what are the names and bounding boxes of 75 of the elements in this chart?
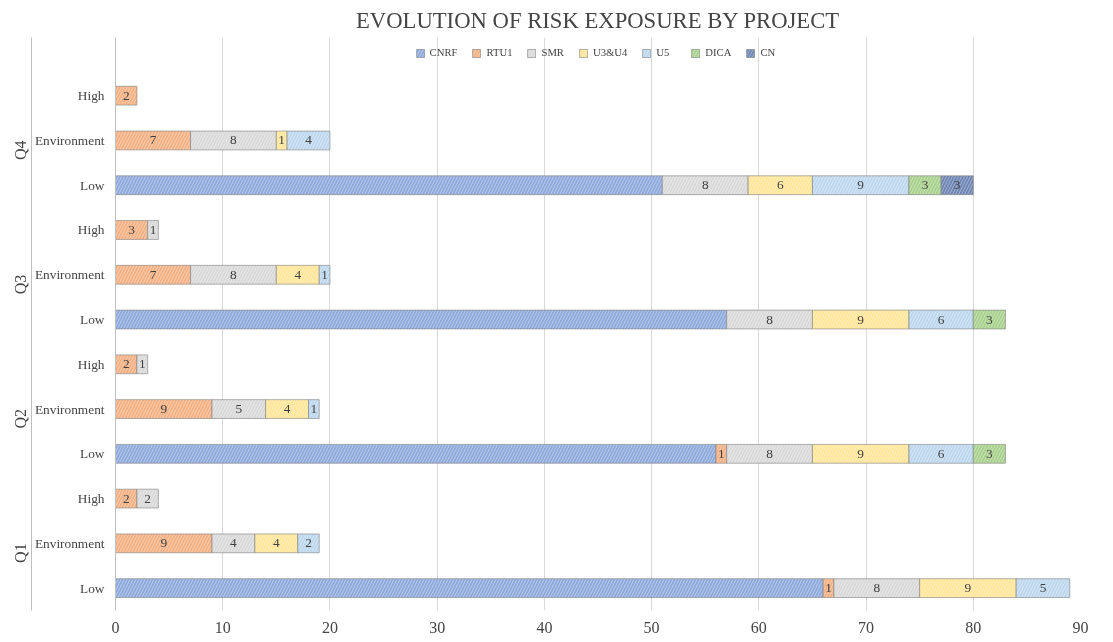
data-label: 5 (1039, 580, 1047, 596)
y-tick-label: Environment (34, 535, 105, 551)
data-label: 8 (701, 177, 709, 193)
x-tick-label: 10 (214, 618, 231, 636)
legend-label: RTU1 (486, 47, 513, 58)
data-label: 1 (138, 356, 146, 372)
y-tick-label: High (77, 491, 105, 507)
y-tick-label: Low (80, 177, 105, 193)
x-tick-label: 50 (643, 618, 660, 636)
y-tick-label: High (77, 88, 105, 104)
data-label: 3 (128, 221, 136, 237)
data-label: 1 (717, 445, 725, 461)
data-label: 3 (986, 311, 994, 327)
data-label: 2 (122, 490, 130, 506)
x-tick-label: 80 (965, 618, 982, 636)
data-label: 3 (986, 445, 994, 461)
data-label: 1 (149, 221, 157, 237)
data-label: 9 (160, 401, 168, 417)
x-tick-label: 60 (750, 618, 767, 636)
legend-label: CN (760, 47, 777, 58)
data-label: 1 (825, 580, 832, 596)
data-label: 8 (766, 311, 774, 327)
data-label: 3 (953, 177, 961, 193)
legend-label: DICA (705, 47, 732, 58)
x-tick-label: 40 (536, 618, 553, 636)
legend-label: U5 (656, 47, 671, 58)
data-label: 7 (149, 132, 157, 148)
data-label: 4 (273, 535, 280, 551)
y-tick-label: Low (80, 580, 105, 596)
legend-label: CNRF (429, 47, 458, 58)
text: Q3 (12, 274, 29, 295)
x-tick-label: 0 (111, 618, 120, 636)
y-tick-label: High (77, 356, 105, 372)
data-label: 9 (160, 535, 168, 551)
data-label: 4 (283, 401, 291, 417)
data-label: 8 (230, 132, 238, 148)
y-tick-label: Low (80, 446, 105, 462)
data-label: 7 (149, 266, 157, 282)
data-label: 1 (278, 132, 286, 148)
legend-label: SMR (541, 47, 564, 58)
data-label: 6 (776, 177, 784, 193)
x-tick-label: 90 (1072, 618, 1089, 636)
data-label: 9 (857, 311, 865, 327)
chart-title: EVOLUTION OF RISK EXPOSURE BY PROJECT (356, 7, 840, 33)
text: Q4 (12, 140, 29, 161)
data-label: 8 (873, 580, 881, 596)
data-label: 2 (122, 356, 130, 372)
x-tick-label: 70 (858, 618, 875, 636)
data-label: 2 (144, 490, 152, 506)
y-tick-label: Low (80, 312, 105, 328)
data-label: 6 (937, 311, 945, 327)
legend-label: U3&U4 (592, 47, 628, 58)
y-tick-label: Environment (34, 132, 105, 148)
data-label: 9 (857, 177, 865, 193)
text: Q2 (12, 409, 29, 429)
data-label: 2 (305, 535, 312, 551)
x-tick-label: 20 (321, 618, 338, 636)
text: Q1 (12, 543, 29, 563)
data-label: 9 (857, 445, 865, 461)
data-label: 4 (230, 535, 238, 551)
y-tick-label: Environment (34, 401, 105, 417)
y-tick-label: High (77, 222, 105, 238)
data-label: 4 (305, 132, 313, 148)
data-label: 1 (310, 401, 318, 417)
data-label: 5 (235, 401, 243, 417)
data-label: 2 (122, 87, 130, 103)
data-label: 6 (937, 445, 945, 461)
data-label: 3 (921, 177, 929, 193)
data-label: 1 (321, 266, 328, 282)
data-label: 8 (766, 445, 774, 461)
y-tick-label: Environment (34, 267, 105, 283)
x-tick-label: 30 (429, 618, 446, 636)
data-label: 8 (230, 266, 238, 282)
data-label: 9 (964, 580, 972, 596)
data-label: 4 (294, 266, 302, 282)
